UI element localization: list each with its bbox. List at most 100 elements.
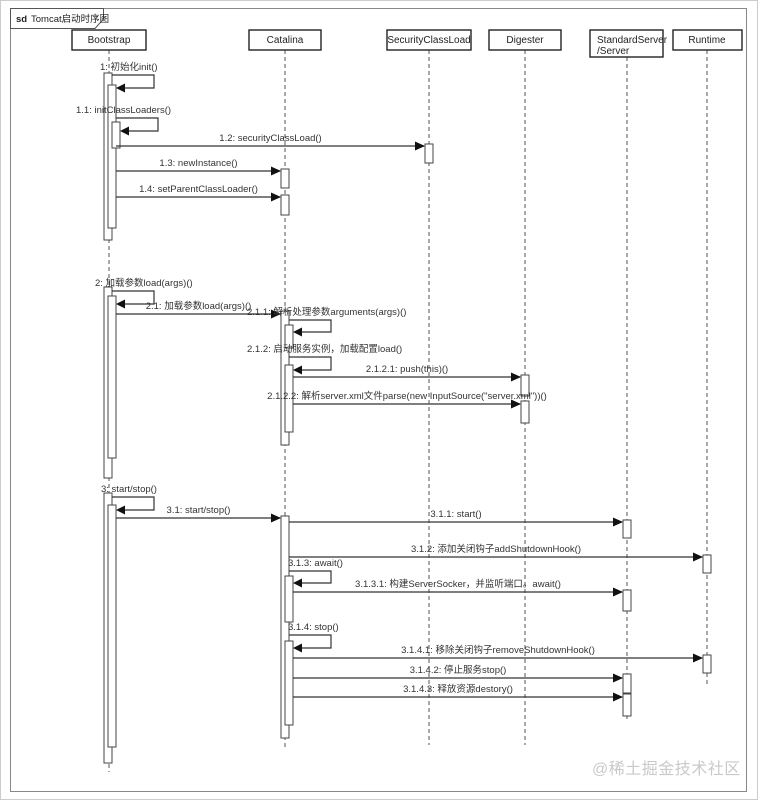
message-label: 3.1: start/stop() <box>167 505 231 516</box>
activation-bar-catalina <box>280 194 290 216</box>
message-label: 1.2: securityClassLoad() <box>219 133 321 144</box>
message-line <box>289 570 332 584</box>
message-label: 3.1.3.1: 构建ServerSocker，并监听端口。await() <box>355 578 561 590</box>
message-line <box>116 117 159 132</box>
message-label: 2.1.2.1: push(this)() <box>366 364 448 375</box>
message-label: 3.1.4.1: 移除关闭钩子removeShutdownHook() <box>401 644 595 656</box>
message-label: 3: start/stop() <box>101 484 157 495</box>
message-2.1.1: 2.1.1: 解析处理参数arguments(args)() <box>247 306 406 337</box>
arrowhead-icon <box>511 399 521 409</box>
diagram-frame <box>10 8 747 792</box>
message-3.1.4.1: 3.1.4.1: 移除关闭钩子removeShutdownHook() <box>293 644 703 663</box>
message-label: 3.1.2: 添加关闭钩子addShutdownHook() <box>411 543 581 555</box>
activation-bar-catalina <box>284 324 294 349</box>
message-label: 3.1.4: stop() <box>288 622 339 633</box>
message-1.4: 1.4: setParentClassLoader() <box>116 184 281 202</box>
arrowhead-icon <box>116 505 125 515</box>
lifeline-head-digester: Digester <box>488 29 562 51</box>
arrowhead-icon <box>116 83 125 93</box>
message-1.3: 1.3: newInstance() <box>116 158 281 176</box>
message-label: 2.1: 加载参数load(args)() <box>146 300 252 312</box>
activation-bar-catalina <box>280 515 290 739</box>
diagram-title-tag: sd Tomcat启动时序图 <box>10 8 109 29</box>
arrowhead-icon <box>693 552 703 562</box>
message-3.1: 3.1: start/stop() <box>116 505 281 523</box>
lifeline-head-standardserver: StandardServer/Server <box>589 29 668 58</box>
message-2.1.2.2: 2.1.2.2: 解析server.xml文件parse(new InputSo… <box>267 390 547 409</box>
arrowhead-icon <box>120 126 129 136</box>
message-3.1.3.1: 3.1.3.1: 构建ServerSocker，并监听端口。await() <box>293 578 623 597</box>
message-label: 1.1: initClassLoaders() <box>76 105 171 116</box>
message-2.1: 2.1: 加载参数load(args)() <box>116 300 281 319</box>
activation-bar-catalina <box>284 640 294 726</box>
arrowhead-icon <box>271 513 281 523</box>
arrowhead-icon <box>511 372 521 382</box>
activation-bar-bootstrap <box>111 121 121 149</box>
arrowhead-icon <box>693 653 703 663</box>
arrowhead-icon <box>271 192 281 202</box>
activation-bar-digester <box>520 400 530 424</box>
arrowhead-icon <box>293 365 302 375</box>
message-1: 1: 初始化init() <box>100 61 158 93</box>
message-label: 1.3: newInstance() <box>159 158 237 169</box>
message-3: 3: start/stop() <box>101 484 157 515</box>
lifeline-head-label: SecurityClassLoad <box>387 35 470 46</box>
message-label: 2.1.2: 启动服务实例，加载配置load() <box>247 343 402 355</box>
message-3.1.4: 3.1.4: stop() <box>288 622 339 653</box>
lifeline-head-label: Catalina <box>267 35 304 46</box>
arrowhead-icon <box>613 673 623 683</box>
message-2: 2: 加载参数load(args)() <box>95 277 193 309</box>
message-3.1.4.3: 3.1.4.3: 释放资源destory() <box>293 683 623 702</box>
arrowhead-icon <box>613 587 623 597</box>
arrowhead-icon <box>613 517 623 527</box>
message-line <box>112 74 155 89</box>
diagram-title: Tomcat启动时序图 <box>31 13 109 25</box>
arrowhead-icon <box>415 141 425 151</box>
lifeline-head-label: Bootstrap <box>88 35 131 46</box>
lifeline-head-bootstrap: Bootstrap <box>71 29 147 51</box>
activation-bar-catalina <box>284 364 294 433</box>
message-label: 3.1.1: start() <box>430 509 481 520</box>
message-3.1.3: 3.1.3: await() <box>288 558 343 588</box>
lifeline-head-label: Runtime <box>688 35 726 46</box>
message-1.2: 1.2: securityClassLoad() <box>116 133 425 151</box>
title-tag-shape <box>10 8 104 29</box>
activation-bar-catalina <box>284 575 294 623</box>
message-line <box>289 634 332 649</box>
activation-bar-standardserver <box>622 693 632 717</box>
arrowhead-icon <box>271 166 281 176</box>
arrowhead-icon <box>271 309 281 319</box>
activation-bar-standardserver <box>622 589 632 612</box>
watermark-text: @稀土掘金技术社区 <box>592 761 741 778</box>
arrowhead-icon <box>613 692 623 702</box>
activation-bar-bootstrap <box>107 295 117 459</box>
message-line <box>112 496 155 511</box>
message-line <box>289 356 332 371</box>
message-3.1.2: 3.1.2: 添加关闭钩子addShutdownHook() <box>289 543 703 562</box>
activation-bar-bootstrap <box>107 504 117 748</box>
arrowhead-icon <box>293 578 302 588</box>
lifeline-head-runtime: Runtime <box>672 29 743 51</box>
message-label: 3.1.3: await() <box>288 558 343 569</box>
lifeline-head-label: StandardServer/Server <box>597 35 668 57</box>
activation-bar-catalina <box>280 168 290 189</box>
lifeline-head-securityclassload: SecurityClassLoad <box>386 29 472 51</box>
title-keyword: sd <box>16 14 27 25</box>
arrowhead-icon <box>293 327 302 337</box>
activation-bar-runtime <box>702 654 712 674</box>
message-3.1.1: 3.1.1: start() <box>289 509 623 527</box>
activation-bar-standardserver <box>622 673 632 694</box>
arrowhead-icon <box>116 299 125 309</box>
lifeline-head-catalina: Catalina <box>248 29 322 51</box>
activation-bar-runtime <box>702 554 712 574</box>
message-label: 2.1.2.2: 解析server.xml文件parse(new InputSo… <box>267 390 547 402</box>
message-label: 1.4: setParentClassLoader() <box>139 184 258 195</box>
message-line <box>289 319 332 333</box>
arrowhead-icon <box>293 643 302 653</box>
message-1.1: 1.1: initClassLoaders() <box>76 105 171 136</box>
message-line <box>112 290 155 305</box>
message-label: 3.1.4.2: 停止服务stop() <box>410 664 507 676</box>
message-label: 2.1.1: 解析处理参数arguments(args)() <box>247 306 406 318</box>
